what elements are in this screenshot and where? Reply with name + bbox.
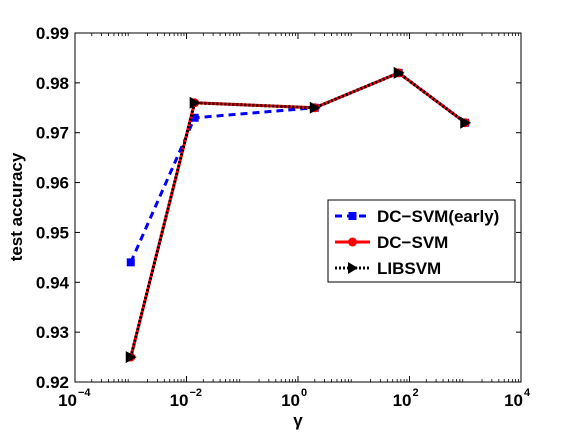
y-tick-label: 0.99 [36,24,69,43]
x-tick-label-exp: 4 [524,387,531,399]
x-tick-label-base: 10 [170,391,189,410]
y-tick-label: 0.93 [36,323,69,342]
x-axis-label: γ [293,411,303,430]
legend-label-libsvm: LIBSVM [377,259,441,278]
series-layer [125,66,472,364]
y-tick-label: 0.95 [36,223,69,242]
data-point [189,96,201,109]
series-line [129,71,467,358]
y-tick-label: 0.96 [36,174,69,193]
x-tick-label-base: 10 [58,391,77,410]
data-point [190,113,199,122]
data-point [393,66,405,79]
y-tick-label: 0.92 [36,373,69,392]
y-tick-label: 0.98 [36,74,69,93]
x-tick-label-base: 10 [281,391,300,410]
y-tick-label: 0.94 [36,273,70,292]
legend-marker-dc-svm [348,237,357,247]
legend: DC−SVM(early) DC−SVM LIBSVM [327,199,516,283]
x-tick-label-exp: −2 [190,387,203,399]
x-tick-label-exp: 2 [413,387,419,399]
legend-marker-dc-svm-early [348,212,357,220]
axis-ticks [74,32,522,383]
x-tick-label-exp: 0 [301,387,307,399]
legend-label-dc-svm: DC−SVM [377,233,448,252]
legend-label-dc-svm-early: DC−SVM(early) [377,207,499,226]
data-point [309,101,321,114]
y-axis-label: test accuracy [7,152,26,261]
legend-marker-libsvm [348,262,358,274]
x-tick-label-base: 10 [393,391,412,410]
x-tick-label-base: 10 [504,391,523,410]
data-point [460,116,472,129]
data-point [126,258,135,267]
y-tick-label: 0.97 [36,124,69,143]
data-point [125,351,137,364]
x-tick-label-exp: −4 [78,387,91,399]
series-2 [125,66,472,364]
